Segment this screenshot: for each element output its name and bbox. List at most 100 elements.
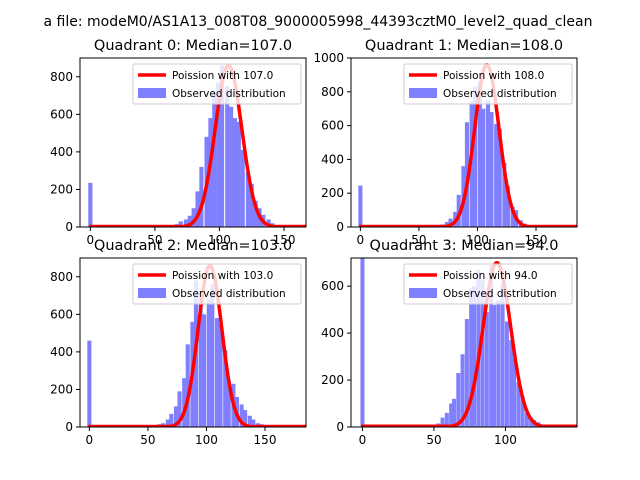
x-tick-label: 50 (140, 433, 155, 447)
x-tick-label: 50 (426, 433, 441, 447)
y-tick-label: 0 (65, 420, 73, 434)
quadrant-0-plot-area (87, 63, 306, 227)
histogram-bar (512, 358, 517, 427)
y-tick-label: 600 (50, 307, 73, 321)
legend-bar-swatch (409, 288, 437, 298)
y-tick-label: 200 (50, 382, 73, 396)
quadrant-0-axes-frame (79, 57, 307, 228)
quadrant-1-legend: Poission with 108.0 Observed distribution (403, 63, 573, 105)
histogram-bar (216, 82, 221, 227)
histogram-bar (88, 182, 93, 227)
histogram-bar (239, 404, 244, 427)
legend-poisson-label: Poission with 108.0 (443, 70, 544, 82)
quadrant-3-panel: 0 50 100 0 200 400 600 Quadrant 3: Median=94.0 P… (321, 238, 578, 447)
histogram-bar (195, 191, 200, 227)
quadrant-2-panel: 0 50 100 150 0 200 400 600 800 Quadrant 2: Median… (50, 238, 307, 447)
histogram-bar (214, 318, 220, 427)
histogram-bar (500, 283, 505, 427)
x-tick-label: 0 (87, 233, 95, 247)
x-tick-label: 50 (411, 233, 426, 247)
y-tick-label: 800 (50, 70, 73, 84)
poisson-curve-line (358, 63, 577, 227)
figure-suptitle: a file: modeM0/AS1A13_008T08_9000005998_… (44, 14, 593, 30)
histogram-bar (173, 406, 179, 427)
y-tick-label: 400 (50, 145, 73, 159)
quadrant-2-axes-frame (79, 257, 307, 428)
histogram-bar (247, 415, 252, 427)
x-tick-label: 100 (466, 233, 489, 247)
y-tick-label: 0 (65, 220, 73, 234)
quadrant-3-axes-frame (350, 257, 578, 428)
poisson-curve-line (359, 260, 577, 427)
histogram-bar (266, 219, 271, 227)
histogram-bar (243, 410, 248, 427)
legend-observed-label: Observed distribution (443, 288, 557, 300)
legend-poisson-label: Poission with 107.0 (172, 70, 273, 82)
y-tick-label: 600 (321, 119, 344, 133)
legend-observed-label: Observed distribution (443, 88, 557, 100)
histogram-bar (497, 128, 502, 227)
histogram-bar (510, 206, 515, 227)
y-tick-label: 200 (321, 373, 344, 387)
y-tick-label: 800 (50, 270, 73, 284)
histogram-bar (485, 100, 491, 227)
x-tick-label: 100 (195, 433, 218, 447)
histogram-bar (251, 419, 256, 427)
legend-box (403, 63, 573, 105)
histogram-bar (165, 419, 170, 427)
quadrant-3-title: Quadrant 3: Median=94.0 (370, 238, 559, 254)
legend-observed-label: Observed distribution (172, 288, 286, 300)
chart-panels: 0 50 100 150 0 200 400 600 800 Quadrant 0: Median… (50, 38, 578, 447)
histogram-bar (472, 286, 477, 427)
x-tick-label: 50 (147, 233, 162, 247)
histogram-bar (520, 396, 525, 427)
quadrant-0-panel: 0 50 100 150 0 200 400 600 800 Quadrant 0: Median… (50, 38, 307, 247)
legend-box (403, 263, 573, 305)
quadrant-3-plot-area (359, 258, 577, 427)
histogram-bar (360, 258, 365, 427)
histogram-bar (469, 288, 474, 427)
histogram-bar (185, 344, 190, 427)
histogram-bar (240, 150, 245, 227)
quadrant-3-legend: Poission with 94.0 Observed distribution (403, 263, 573, 305)
legend-observed-label: Observed distribution (172, 88, 286, 100)
quadrant-1-axes-frame (350, 57, 578, 228)
y-tick-label: 200 (50, 182, 73, 196)
legend-poisson-label: Poission with 103.0 (172, 270, 273, 282)
quadrant-1-plot-area (358, 63, 577, 227)
x-tick-label: 0 (86, 433, 94, 447)
histogram-bar (481, 108, 486, 227)
x-tick-label: 150 (525, 233, 548, 247)
legend-bar-swatch (138, 288, 166, 298)
histogram-bar (464, 319, 469, 427)
histogram-bar (199, 166, 204, 227)
histogram-bar (198, 297, 203, 427)
quadrant-2-plot-area (87, 263, 306, 427)
histogram-bar (477, 81, 482, 227)
y-tick-label: 400 (321, 152, 344, 166)
histogram-bar (206, 299, 211, 427)
poisson-curve-line (87, 63, 306, 227)
y-tick-label: 200 (321, 186, 344, 200)
histogram-bar (448, 218, 453, 227)
legend-bar-swatch (138, 88, 166, 98)
histogram-bar (489, 265, 494, 427)
y-tick-label: 0 (336, 420, 344, 434)
histogram-bar (87, 340, 92, 427)
histogram-bar (449, 403, 454, 427)
quadrant-2-legend: Poission with 103.0 Observed distribution (132, 263, 302, 305)
histogram-bar (496, 300, 501, 427)
histogram-bar (489, 112, 494, 227)
x-tick-label: 100 (494, 433, 517, 447)
histogram-bar (178, 221, 183, 227)
histogram-bar (529, 417, 534, 427)
histogram-bar (440, 417, 445, 427)
histogram-bar (182, 378, 187, 427)
histogram-bar (218, 323, 223, 427)
quadrant-2-title: Quadrant 2: Median=103.0 (94, 238, 292, 254)
histogram-bar (236, 121, 241, 227)
y-tick-label: 400 (321, 326, 344, 340)
histogram-bar (509, 340, 514, 427)
histogram-bar (210, 284, 215, 427)
y-tick-label: 0 (336, 220, 344, 234)
